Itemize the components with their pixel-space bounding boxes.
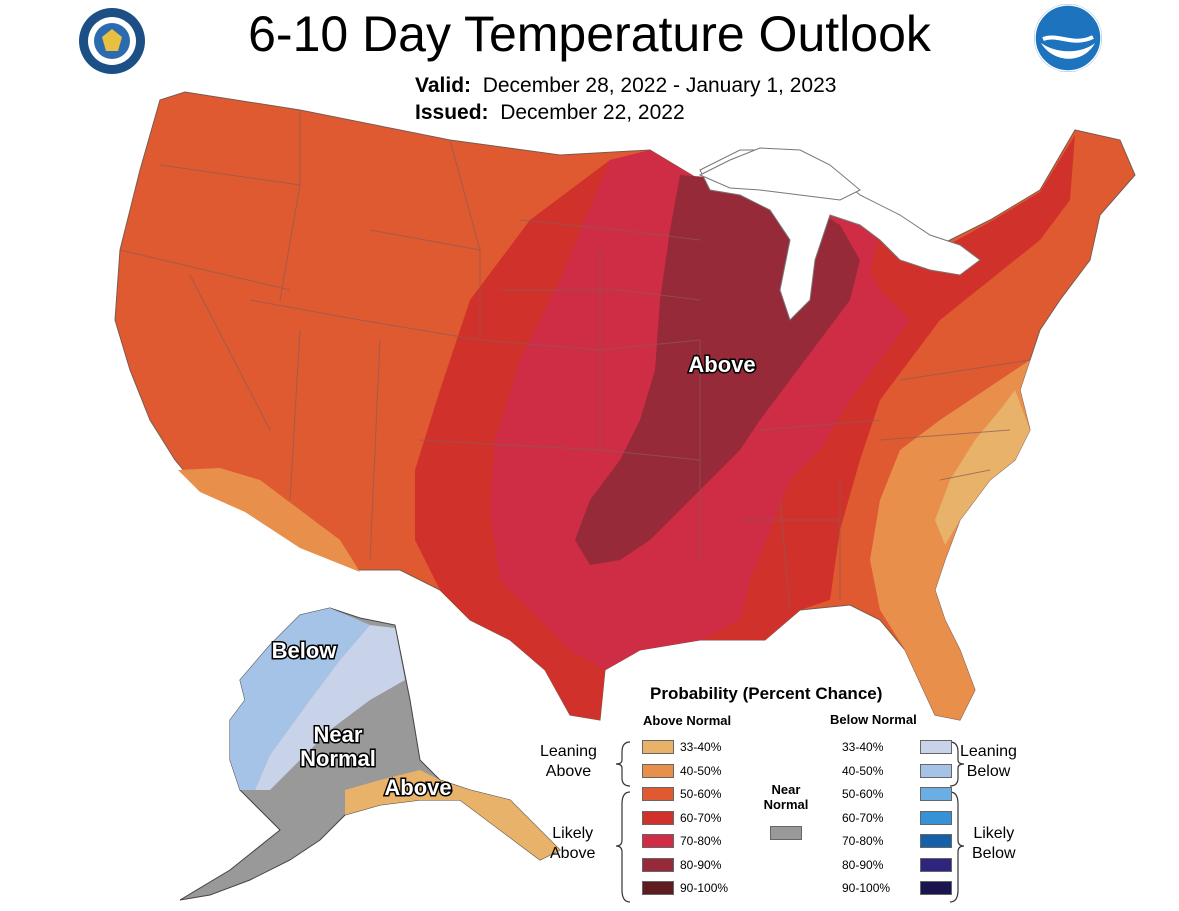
noaa-logo-icon bbox=[1034, 4, 1102, 72]
alaska-above-label: Above bbox=[384, 775, 451, 800]
near-normal-swatch bbox=[770, 826, 802, 840]
legend-braces bbox=[615, 741, 965, 903]
alaska-above-region bbox=[345, 770, 560, 860]
leaning-below-group: Leaning Below bbox=[960, 742, 1017, 782]
legend-title: Probability (Percent Chance) bbox=[650, 684, 883, 703]
above-swatch-6 bbox=[642, 881, 674, 895]
lake-superior bbox=[698, 147, 861, 201]
likely-above-group: Likely Above bbox=[550, 824, 595, 864]
below-swatch-label-3: 60-70% bbox=[842, 810, 884, 825]
likely-below-label-2: Below bbox=[972, 845, 1016, 862]
above-swatch-label-0: 33-40% bbox=[680, 740, 722, 754]
below-swatch-label-0: 33-40% bbox=[842, 740, 884, 754]
leaning-below-label-1: Leaning bbox=[960, 743, 1017, 760]
commerce-seal-icon bbox=[79, 8, 145, 74]
valid-label: Valid: bbox=[415, 74, 472, 97]
se-33-40-region bbox=[935, 390, 1030, 545]
alaska-below-40-50 bbox=[230, 608, 370, 790]
alaska-below-33-40 bbox=[255, 625, 405, 790]
likely-below-label-1: Likely bbox=[973, 825, 1015, 842]
issued-label: Issued: bbox=[415, 101, 489, 124]
above-swatch-label-5: 80-90% bbox=[680, 857, 722, 872]
above-swatch-1 bbox=[642, 763, 674, 778]
legend: Probability (Percent Chance) Above Norma… bbox=[520, 680, 1040, 911]
leaning-below-label-2: Below bbox=[966, 763, 1011, 780]
below-swatch-label-2: 50-60% bbox=[842, 787, 884, 801]
below-swatch-5 bbox=[920, 857, 952, 872]
alaska-near-label-1: Near bbox=[314, 722, 363, 747]
near-normal-label: Near Normal bbox=[760, 782, 812, 812]
below-swatch-6 bbox=[920, 881, 952, 895]
leaning-above-label-1: Leaning bbox=[540, 743, 597, 760]
leaning-above-label-2: Above bbox=[545, 763, 592, 780]
likely-below-group: Likely Below bbox=[972, 824, 1016, 864]
near-normal-label-1: Near bbox=[771, 782, 801, 797]
below-swatch-2 bbox=[920, 787, 952, 801]
valid-line: Valid: December 28, 2022 - January 1, 20… bbox=[415, 73, 836, 99]
above-swatch-3 bbox=[642, 810, 674, 825]
below-swatch-label-1: 40-50% bbox=[842, 763, 884, 778]
alaska-near-label-2: Normal bbox=[300, 746, 376, 771]
above-swatch-label-6: 90-100% bbox=[680, 881, 729, 895]
above-swatch-label-3: 60-70% bbox=[680, 810, 722, 825]
below-swatch-1 bbox=[920, 763, 952, 778]
page-title: 6-10 Day Temperature Outlook bbox=[248, 6, 931, 62]
issued-line: Issued: December 22, 2022 bbox=[415, 100, 685, 126]
above-swatch-4 bbox=[642, 834, 674, 848]
valid-value: December 28, 2022 - January 1, 2023 bbox=[482, 74, 837, 97]
below-swatch-4 bbox=[920, 834, 952, 848]
above-swatch-5 bbox=[642, 857, 674, 872]
conus-above-label: Above bbox=[688, 352, 755, 377]
likely-above-label-1: Likely bbox=[552, 825, 594, 842]
below-swatch-label-4: 70-80% bbox=[842, 834, 884, 848]
near-normal-label-2: Normal bbox=[763, 797, 809, 812]
issued-value: December 22, 2022 bbox=[500, 101, 685, 124]
above-swatch-label-1: 40-50% bbox=[680, 763, 722, 778]
state-borders bbox=[119, 110, 1031, 611]
legend-above-header: Above Normal bbox=[643, 713, 732, 728]
above-swatch-2 bbox=[642, 787, 674, 801]
alaska-below-label: Below bbox=[272, 638, 338, 663]
above-swatch-label-4: 70-80% bbox=[680, 834, 722, 848]
below-swatch-label-5: 80-90% bbox=[842, 857, 884, 872]
legend-below-header: Below Normal bbox=[830, 712, 917, 727]
likely-above-label-2: Above bbox=[550, 845, 596, 862]
below-swatch-3 bbox=[920, 810, 952, 825]
below-swatch-label-6: 90-100% bbox=[842, 881, 891, 895]
leaning-above-group: Leaning Above bbox=[540, 742, 597, 782]
below-swatch-0 bbox=[920, 740, 952, 754]
above-swatch-0 bbox=[642, 740, 674, 754]
sw-40-50-region bbox=[178, 468, 360, 572]
above-swatch-label-2: 50-60% bbox=[680, 787, 722, 801]
